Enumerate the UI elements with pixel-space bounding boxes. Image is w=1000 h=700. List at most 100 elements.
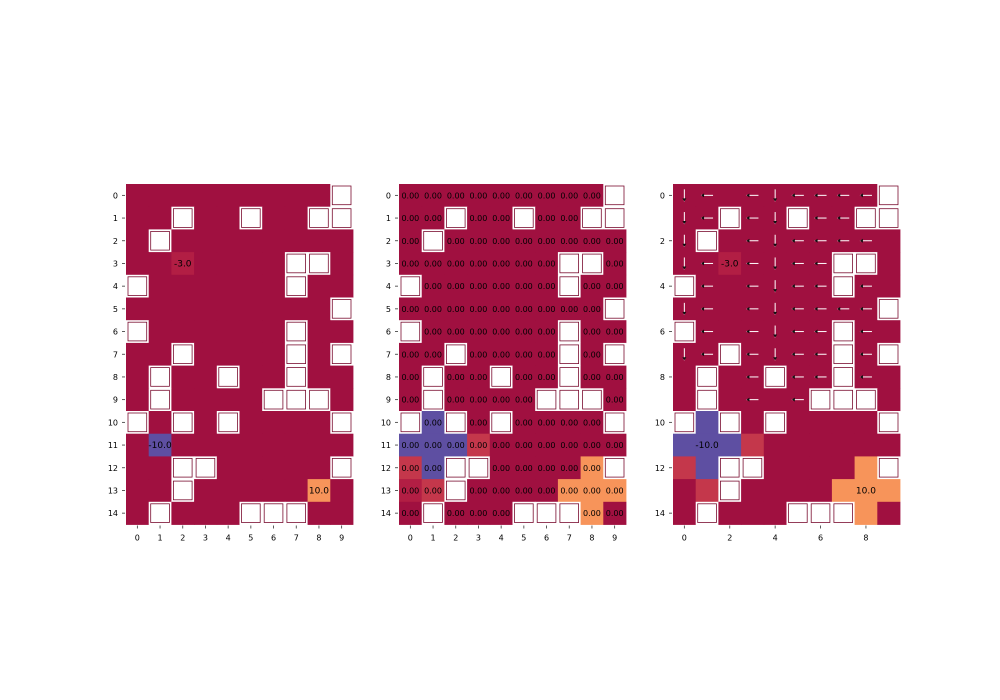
wall-marker [309, 389, 329, 410]
heatmap-cell [763, 501, 787, 525]
wall-marker [331, 299, 352, 319]
wall-marker [604, 412, 625, 433]
heatmap-cell [284, 456, 308, 480]
heatmap-cell [718, 229, 742, 253]
heatmap-cell [284, 206, 308, 230]
cell-value-label: 0.00 [470, 509, 488, 518]
wall-marker [559, 321, 580, 342]
heatmap-cell [126, 365, 150, 389]
y-tick-label: 4 [660, 282, 665, 291]
cell-value-label: 0.00 [538, 373, 556, 382]
x-tick-label: 8 [316, 534, 321, 543]
y-tick-label: 2 [386, 237, 391, 246]
cell-value-label: 0.00 [447, 396, 465, 405]
wall-marker [788, 208, 808, 228]
cell-value-label: 0.00 [424, 214, 442, 223]
cell-value-label: 0.00 [470, 396, 488, 405]
heatmap-cell [171, 297, 195, 321]
cell-value-label: 0.00 [583, 237, 601, 246]
heatmap-cell [330, 501, 354, 525]
y-tick-label: 7 [113, 350, 118, 359]
cell-value-label: 0.00 [401, 350, 419, 359]
heatmap-cell [194, 184, 218, 208]
y-tick-label: 6 [113, 328, 118, 337]
heatmap-cell [603, 274, 627, 298]
heatmap-cell [216, 388, 240, 412]
y-tick-label: 2 [660, 237, 665, 246]
heatmap-cell [239, 365, 263, 389]
heatmap-cell [603, 320, 627, 344]
heatmap-cell [512, 274, 536, 298]
policy-arrow-head [837, 193, 841, 198]
wall-marker [514, 503, 534, 523]
wall-marker [720, 208, 740, 228]
policy-arrow-head [791, 261, 795, 266]
heatmap-cell [216, 433, 240, 457]
cell-value-label: 0.00 [492, 486, 510, 495]
policy-arrow-head [814, 284, 818, 289]
cell-value-label: 0.00 [515, 396, 533, 405]
policy-arrow-head [746, 238, 750, 243]
heatmap-cell [557, 184, 581, 208]
y-tick-label: 6 [660, 328, 665, 337]
cell-value-label: 0.00 [583, 418, 601, 427]
wall-marker [856, 208, 876, 228]
cell-value-label: 0.00 [538, 350, 556, 359]
cell-value-label: 0.00 [470, 282, 488, 291]
wall-marker [172, 457, 193, 478]
cell-value-label: 0.00 [424, 486, 442, 495]
heatmap-cell [421, 342, 445, 366]
heatmap-cell [467, 206, 491, 230]
policy-arrow-head [791, 238, 795, 243]
policy-arrow-head [814, 306, 818, 311]
heatmap-cell [580, 365, 604, 389]
heatmap-cell [171, 433, 195, 457]
wall-marker [423, 367, 443, 387]
wall-marker [286, 344, 306, 364]
heatmap-cell [467, 252, 491, 276]
heatmap-cell [171, 388, 195, 412]
y-tick-label: 1 [113, 214, 118, 223]
cell-value-label: 0.00 [401, 464, 419, 473]
x-tick-label: 2 [180, 534, 185, 543]
heatmap-panel-3: -3.0 -10.0 10.0 0 2 4 6 8 10 12 14 0 2 4 6 8 [655, 184, 901, 543]
policy-arrow-head [859, 329, 863, 334]
heatmap-cell [262, 456, 286, 480]
policy-arrow-head [773, 198, 778, 202]
cell-value-label: 0.00 [470, 373, 488, 382]
cell-value-label: 0.00 [515, 328, 533, 337]
heatmap-cell [126, 297, 150, 321]
cell-value-label: 0.00 [583, 441, 601, 450]
cell-value-label: 0.00 [401, 441, 419, 450]
policy-arrow-head [837, 306, 841, 311]
heatmap-cell [262, 433, 286, 457]
policy-arrow-head [682, 221, 687, 225]
heatmap-cell [580, 229, 604, 253]
heatmap-cell [421, 184, 445, 208]
cell-value-label: 0.00 [424, 418, 442, 427]
reward-annotation: -3.0 [721, 259, 739, 269]
cell-value-label: 0.00 [447, 259, 465, 268]
wall-marker [720, 480, 740, 501]
y-tick-label: 12 [381, 464, 391, 473]
heatmap-cell [580, 184, 604, 208]
x-tick-label: 6 [818, 534, 823, 543]
wall-marker [468, 457, 489, 478]
wall-marker [856, 253, 876, 274]
wall-marker [514, 208, 534, 228]
heatmap-cell [126, 479, 150, 503]
wall-marker [241, 503, 261, 523]
heatmap-cell [239, 320, 263, 344]
y-tick-label: 10 [655, 418, 665, 427]
wall-marker [218, 412, 238, 433]
heatmap-cell [171, 320, 195, 344]
wall-marker [172, 344, 193, 364]
heatmap-cell [512, 388, 536, 412]
heatmap-cell [489, 297, 513, 321]
cell-value-label: 0.00 [606, 259, 624, 268]
heatmap-cell [603, 229, 627, 253]
heatmap-cell [489, 320, 513, 344]
wall-marker [878, 208, 899, 228]
heatmap-cell [535, 411, 559, 435]
heatmap-cell [307, 411, 331, 435]
